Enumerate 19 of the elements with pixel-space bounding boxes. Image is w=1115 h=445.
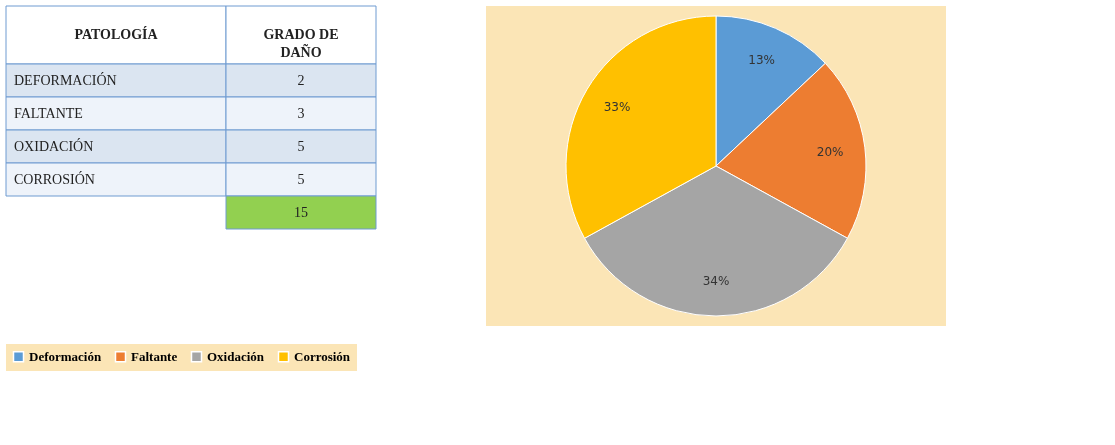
text: 15 (294, 204, 308, 220)
data-label: 3 (297, 105, 305, 121)
data-label: 13% (748, 53, 776, 68)
data-label: 5 (297, 171, 305, 187)
legend-label: Faltante (131, 348, 178, 364)
data-label: 33% (603, 100, 631, 115)
data-label: 2 (297, 72, 305, 88)
data-label: 20% (816, 144, 844, 159)
data-label: 5 (297, 138, 305, 154)
category-label: OXIDACIÓN (14, 137, 94, 154)
legend-label: Corrosión (294, 348, 351, 364)
category-label: FALTANTE (14, 105, 83, 121)
data-label: 34% (702, 274, 730, 288)
text: GRADO DE DAÑO (263, 27, 339, 60)
legend-label: Deformación (29, 348, 102, 364)
legend-label: Oxidación (207, 348, 265, 364)
category-label: CORROSIÓN (14, 170, 95, 187)
category-label: DEFORMACIÓN (14, 71, 117, 88)
text: PATOLOGÍA (74, 26, 159, 42)
